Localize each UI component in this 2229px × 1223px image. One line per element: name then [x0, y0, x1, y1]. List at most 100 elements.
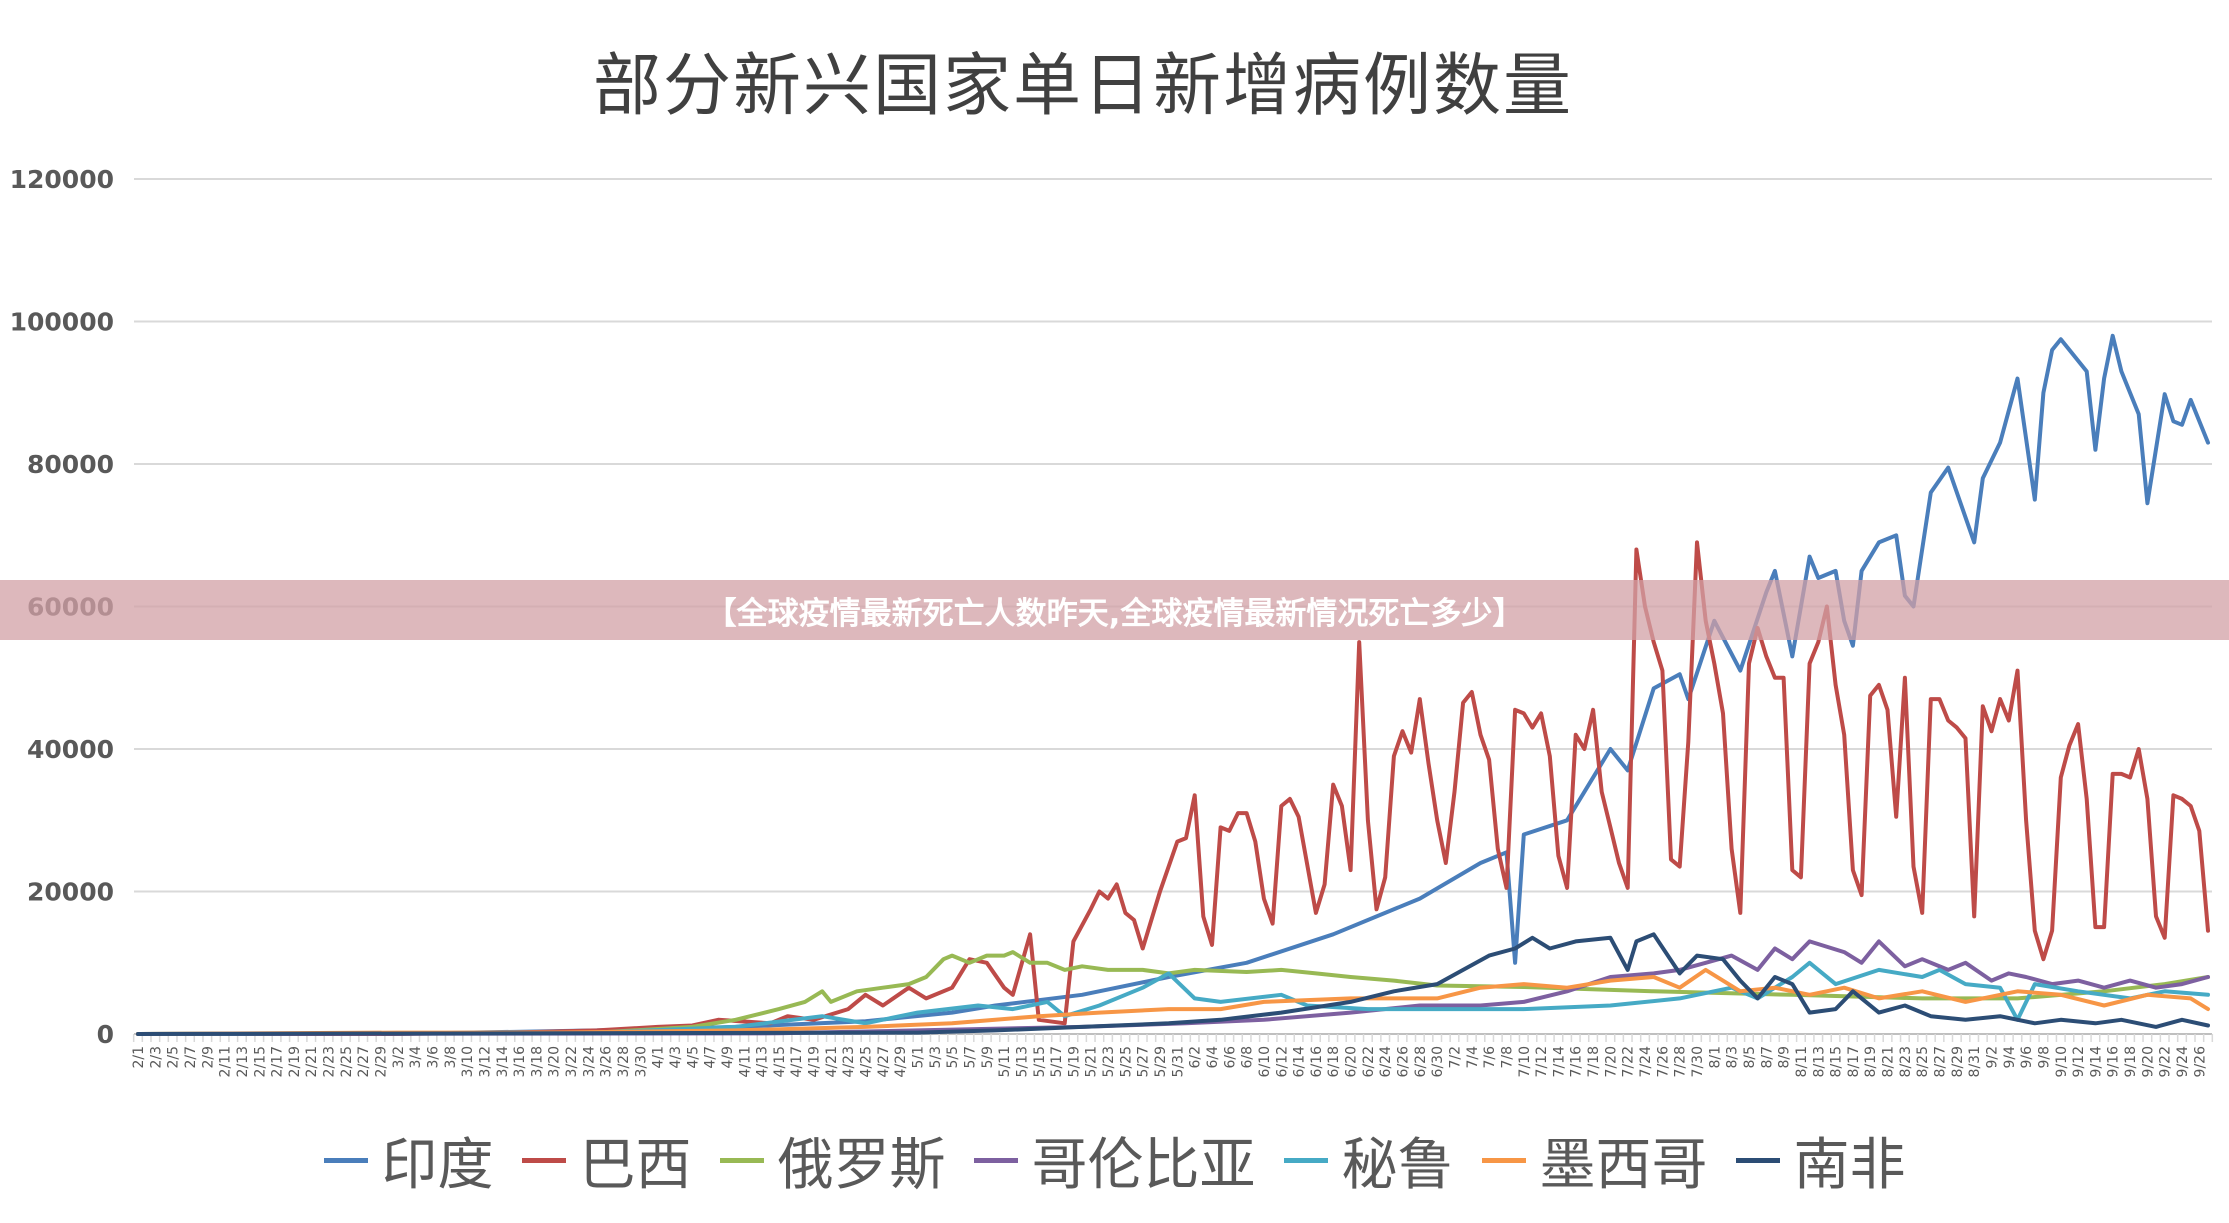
x-tick-label: 9/20 [2140, 1046, 2156, 1077]
x-tick-label: 6/14 [1292, 1046, 1308, 1078]
x-tick-label: 3/8 [443, 1046, 459, 1069]
x-tick-label: 9/6 [2019, 1046, 2035, 1069]
x-tick-label: 8/27 [1933, 1046, 1949, 1077]
series-line-哥伦比亚 [136, 939, 2210, 1036]
x-tick-label: 3/10 [460, 1046, 476, 1077]
x-tick-label: 2/1 [131, 1046, 147, 1069]
x-tick-label: 4/21 [824, 1046, 840, 1077]
x-tick-label: 5/25 [1118, 1046, 1134, 1077]
x-tick-label: 5/23 [1101, 1046, 1117, 1077]
series-line-南非 [136, 932, 2210, 1036]
x-tick-label: 7/12 [1534, 1046, 1550, 1077]
x-tick-label: 7/4 [1465, 1046, 1481, 1069]
x-tick-label: 5/1 [910, 1046, 926, 1069]
x-tick-label: 8/23 [1898, 1046, 1914, 1077]
legend-item: 俄罗斯 [719, 1120, 946, 1201]
y-tick-label: 80000 [27, 450, 114, 479]
x-tick-label: 6/16 [1309, 1046, 1325, 1078]
x-tick-label: 7/14 [1551, 1046, 1567, 1078]
x-tick-label: 3/2 [391, 1046, 407, 1069]
x-tick-label: 4/15 [772, 1046, 788, 1077]
legend-label: 俄罗斯 [777, 1133, 946, 1198]
x-tick-label: 4/7 [703, 1046, 719, 1069]
legend-label: 巴西 [579, 1133, 692, 1198]
banner-text: 【全球疫情最新死亡人数昨天,全球疫情最新情况死亡多少】 [705, 595, 1524, 632]
x-tick-label: 7/24 [1638, 1046, 1654, 1078]
x-tick-label: 2/13 [235, 1046, 251, 1077]
x-tick-label: 7/10 [1517, 1046, 1533, 1077]
x-tick-label: 8/7 [1759, 1046, 1775, 1069]
x-tick-label: 7/6 [1482, 1046, 1498, 1069]
x-tick-label: 4/25 [859, 1046, 875, 1077]
y-tick-label: 40000 [27, 735, 114, 764]
x-tick-label: 9/16 [2106, 1046, 2122, 1078]
legend-label: 印度 [381, 1133, 494, 1198]
x-tick-label: 4/29 [893, 1046, 909, 1077]
x-tick-label: 3/24 [581, 1046, 597, 1078]
x-tick-label: 2/7 [183, 1046, 199, 1069]
legend-label: 哥伦比亚 [1031, 1133, 1256, 1198]
x-tick-label: 3/18 [529, 1046, 545, 1077]
x-tick-label: 6/2 [1188, 1046, 1204, 1069]
x-tick-label: 5/3 [928, 1046, 944, 1069]
legend: 印度 巴西 俄罗斯 哥伦比亚 秘鲁 墨西哥 南非 [0, 1120, 2229, 1201]
x-tick-label: 7/2 [1447, 1046, 1463, 1069]
x-tick-label: 9/24 [2175, 1046, 2191, 1078]
x-tick-label: 6/20 [1344, 1046, 1360, 1077]
overlay-banner: 【全球疫情最新死亡人数昨天,全球疫情最新情况死亡多少】 [0, 580, 2229, 640]
legend-label: 南非 [1793, 1133, 1906, 1198]
x-tick-label: 2/29 [374, 1046, 390, 1077]
legend-line-marker [973, 1158, 1018, 1163]
x-tick-label: 9/14 [2088, 1046, 2104, 1078]
legend-line-marker [719, 1158, 764, 1163]
x-tick-label: 5/31 [1170, 1046, 1186, 1077]
x-tick-label: 2/17 [270, 1046, 286, 1077]
x-tick-label: 8/3 [1725, 1046, 1741, 1069]
legend-item: 印度 [323, 1120, 494, 1201]
series-lines [136, 333, 2210, 1036]
x-tick-label: 8/29 [1950, 1046, 1966, 1077]
x-tick-label: 5/15 [1032, 1046, 1048, 1077]
x-tick-label: 2/15 [252, 1046, 268, 1077]
x-tick-label: 2/11 [218, 1046, 234, 1077]
x-tick-label: 6/4 [1205, 1046, 1221, 1069]
x-tick-label: 2/27 [356, 1046, 372, 1077]
x-tick-label: 3/4 [408, 1046, 424, 1069]
x-tick-label: 4/19 [807, 1046, 823, 1077]
x-tick-label: 5/17 [1049, 1046, 1065, 1077]
x-tick-label: 6/10 [1257, 1046, 1273, 1077]
legend-line-marker [1481, 1158, 1526, 1163]
series-line-秘鲁 [136, 960, 2210, 1036]
x-tick-label: 3/28 [616, 1046, 632, 1077]
x-tick-label: 2/23 [322, 1046, 338, 1077]
x-tick-label: 9/18 [2123, 1046, 2139, 1077]
x-tick-label: 4/11 [737, 1046, 753, 1077]
x-tick-label: 8/25 [1915, 1046, 1931, 1077]
x-tick-label: 9/22 [2158, 1046, 2174, 1077]
x-tick-label: 4/23 [841, 1046, 857, 1077]
x-axis: 2/1 2/3 2/5 2/7 2/9 2/11 2/13 2/15 2/17 2/19 2/21 2… [131, 1034, 2214, 1078]
x-tick-label: 2/3 [148, 1046, 164, 1069]
x-tick-label: 8/5 [1742, 1046, 1758, 1069]
x-tick-label: 3/16 [512, 1046, 528, 1078]
x-tick-label: 5/27 [1136, 1046, 1152, 1077]
x-tick-label: 3/20 [547, 1046, 563, 1077]
x-tick-label: 5/7 [962, 1046, 978, 1069]
legend-item: 秘鲁 [1283, 1120, 1454, 1201]
x-tick-label: 3/6 [425, 1046, 441, 1069]
x-tick-label: 6/28 [1413, 1046, 1429, 1077]
x-tick-label: 8/21 [1881, 1046, 1897, 1077]
x-tick-label: 3/30 [633, 1046, 649, 1077]
x-tick-label: 5/19 [1066, 1046, 1082, 1077]
x-tick-label: 6/18 [1326, 1046, 1342, 1077]
y-tick-label: 120000 [10, 165, 114, 194]
x-tick-label: 6/22 [1361, 1046, 1377, 1077]
legend-line-marker [1283, 1158, 1328, 1163]
x-tick-label: 7/18 [1586, 1046, 1602, 1077]
legend-item: 南非 [1735, 1120, 1906, 1201]
x-tick-label: 7/22 [1621, 1046, 1637, 1077]
y-tick-label: 20000 [27, 878, 114, 907]
x-tick-label: 9/26 [2192, 1046, 2208, 1078]
x-tick-label: 4/17 [789, 1046, 805, 1077]
